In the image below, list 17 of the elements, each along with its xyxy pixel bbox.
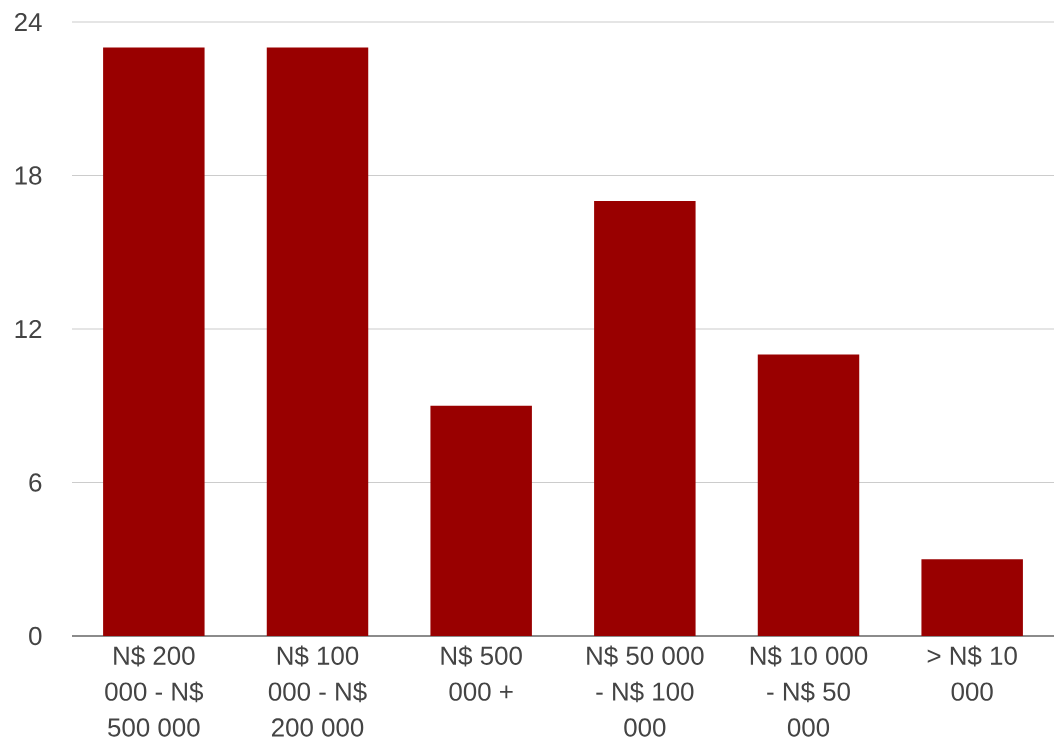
x-tick-label: N$ 100 000 - N$ 200 000 <box>268 645 367 737</box>
x-tick-label: N$ 10 000 - N$ 50 000 <box>750 645 868 737</box>
x-tick-label: N$ 50 000 - N$ 100 000 <box>587 645 704 737</box>
y-tick-label: 18 <box>15 166 42 185</box>
y-tick-label: 24 <box>14 12 42 32</box>
bar <box>430 405 532 636</box>
x-tick-label: > N$ 10 000 <box>927 645 1017 701</box>
x-tick-label: N$ 500 000 + <box>441 645 522 701</box>
bar <box>757 354 860 636</box>
bar <box>103 47 205 636</box>
bar <box>594 201 696 636</box>
bar <box>266 47 369 636</box>
x-tick-label: N$ 200 000 - N$ 500 000 <box>105 645 204 737</box>
bar <box>921 559 1023 636</box>
y-tick-label: 6 <box>29 473 42 492</box>
y-tick-label: 0 <box>29 626 42 646</box>
y-tick-label: 12 <box>15 319 42 339</box>
